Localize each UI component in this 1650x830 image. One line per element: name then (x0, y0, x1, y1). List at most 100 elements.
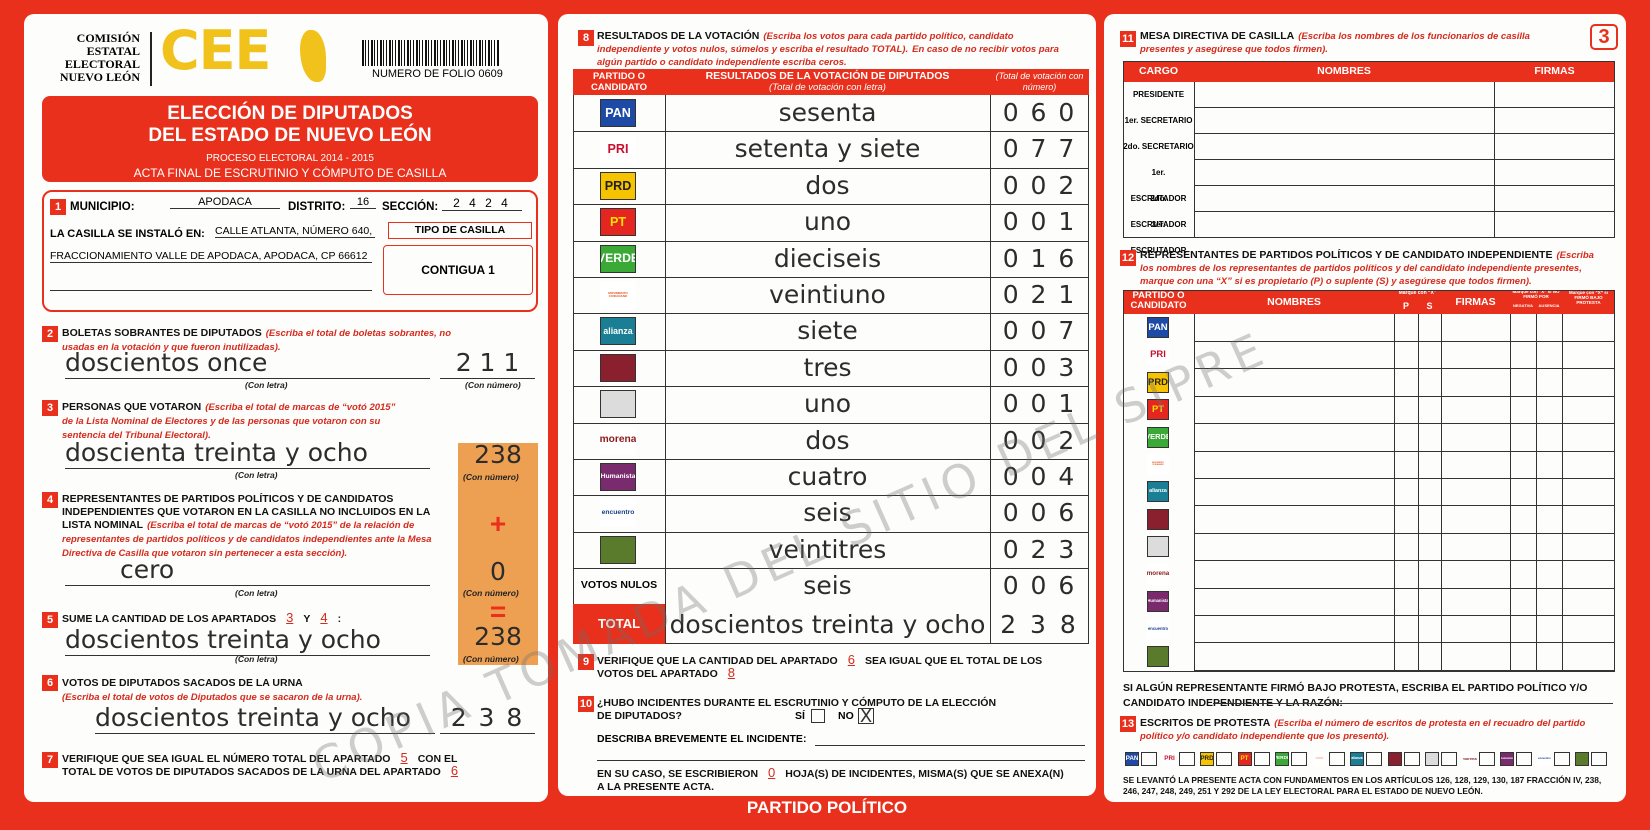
text-run: 4 (320, 610, 328, 625)
label: SECCIÓN: (382, 201, 439, 213)
col-line (1494, 82, 1495, 238)
handwritten-letters: cuatro (787, 462, 868, 491)
handwritten-digits: 2 3 8 (1000, 610, 1079, 639)
section-text: SE LEVANTÓ LA PRESENTE ACTA CON FUNDAMEN… (1123, 775, 1618, 797)
section-number: 2 (42, 326, 58, 342)
text-run: CON EL TOTAL DE VOTOS DE DIPUTADOS SACAD… (62, 753, 458, 778)
casilla-box (42, 190, 538, 312)
text-run: (Escriba los nombres de los representant… (1140, 250, 1594, 287)
text-run: Y (303, 613, 311, 625)
title-box (42, 96, 538, 182)
title-line: DEL ESTADO DE NUEVO LEÓN (148, 125, 432, 146)
rule (573, 531, 1089, 533)
party-logo: morena (1462, 752, 1477, 766)
text-run: SE LEVANTÓ LA PRESENTE ACTA CON FUNDAMEN… (1123, 775, 1602, 796)
barcode-bar (371, 40, 373, 66)
party-logo (600, 390, 636, 419)
value: FRACCIONAMIENTO VALLE DE APODACA, APODAC… (50, 250, 372, 263)
section-text: REPRESENTANTES DE PARTIDOS POLÍTICOS Y D… (1140, 248, 1610, 288)
handwritten-digits: 0 0 4 (1002, 462, 1077, 491)
handwritten-letters: doscientos treinta y ocho (65, 625, 430, 656)
text-run: (Escriba el total de votos de Diputados … (62, 692, 363, 703)
folio: NUMERO DE FOLIO 0609 (372, 68, 503, 80)
title-line: ELECCIÓN DE DIPUTADOS (167, 103, 413, 124)
party-logo (1425, 752, 1439, 766)
header-cell: (Total de votación con número) (995, 71, 1084, 92)
party-logo: PAN (1147, 317, 1169, 338)
count-box (1553, 752, 1570, 766)
text-run: SEA IGUAL QUE EL TOTAL DE LOS VOTOS DEL … (597, 655, 1043, 680)
party-logo: PRI (600, 135, 636, 164)
section-number: 6 (42, 675, 58, 691)
section-text: RESULTADOS DE LA VOTACIÓN (Escriba los vo… (597, 29, 1077, 69)
text-run: (Escriba el total de marcas de “votó 201… (62, 402, 396, 441)
cargo: PRESIDENTE (1132, 90, 1185, 99)
rule (1194, 341, 1615, 342)
handwritten-letters: tres (803, 352, 852, 382)
text-run: RESULTADOS DE LA VOTACIÓN (597, 30, 760, 42)
cargo: 1er. SECRETARIO (1124, 116, 1193, 125)
text-run: EN SU CASO, SE ESCRIBIERON (597, 768, 759, 780)
handwritten-letters: sesenta (778, 98, 877, 127)
handwritten-letters: dos (805, 170, 850, 200)
handwritten-digits: 0 2 1 (1002, 280, 1077, 309)
barcode-bar (428, 40, 429, 66)
barcode-bar (368, 40, 369, 66)
header-cell: (Total de votación con letra) (769, 82, 886, 93)
header-cell: Marque con “X” si FIRMÓ BAJO PROTESTA (1568, 290, 1608, 305)
count-box (1141, 752, 1157, 766)
barcode-bar (380, 40, 382, 66)
section-number: 1 (50, 199, 66, 215)
col-line (1194, 82, 1195, 238)
rule (1194, 211, 1615, 212)
handwritten-digits: 238 (474, 622, 522, 651)
section-text: ESCRITOS DE PROTESTA (Escriba el número d… (1140, 716, 1610, 743)
text-run: VOTOS DE DIPUTADOS SACADOS DE LA URNA (62, 677, 303, 689)
rule (573, 277, 1089, 278)
party-logo: Humanista (600, 463, 636, 491)
header-cell: S (1426, 301, 1433, 311)
label: NO (838, 710, 854, 722)
count-box (1403, 752, 1420, 766)
value: CALLE ATLANTA, NÚMERO 640, (215, 225, 375, 238)
handwritten-digits: 0 2 3 (1002, 534, 1077, 564)
text-run: (Escriba el número de escritos de protes… (1140, 718, 1586, 742)
party-logo (600, 353, 636, 382)
text-run: MESA DIRECTIVA DE CASILLA (1140, 30, 1295, 42)
section-text: SI ALGÚN REPRESENTANTE FIRMÓ BAJO PROTES… (1123, 680, 1613, 710)
label: TIPO DE CASILLA (388, 222, 532, 239)
barcode-bar (410, 40, 411, 66)
caption: (Con número) (465, 380, 521, 390)
party-logo (1575, 752, 1589, 766)
barcode-bar (407, 40, 409, 66)
org-line: NUEVO LEÓN (59, 70, 140, 84)
handwritten-digits: 0 0 2 (1002, 170, 1077, 200)
section-text: ¿HUBO INCIDENTES DURANTE EL ESCRUTINIO Y… (597, 696, 997, 722)
rule (573, 349, 1089, 351)
barcode-bar (422, 40, 423, 66)
rule (1194, 615, 1615, 616)
table-header (1123, 290, 1615, 314)
barcode-bar (482, 40, 483, 66)
col-line (1536, 314, 1537, 672)
rule (1194, 587, 1615, 589)
col-line (1418, 314, 1419, 672)
text-run: BOLETAS SOBRANTES DE DIPUTADOS (62, 327, 262, 339)
rule (1194, 450, 1615, 452)
party-logo: alianza (1350, 752, 1364, 766)
header-cell: RESULTADOS DE LA VOTACIÓN DE DIPUTADOS (705, 70, 950, 82)
rule (1194, 532, 1615, 534)
party-logo: MOVIMIENTO CIUDADANO (1147, 454, 1169, 475)
barcode-bar (365, 40, 366, 66)
header-cell: PARTIDO O CANDIDATO (590, 71, 648, 93)
barcode-bar (470, 40, 472, 66)
handwritten-digits: 0 0 6 (1002, 571, 1077, 600)
text-run: (Escriba los votos para cada partido pol… (597, 31, 1014, 55)
barcode-bar (446, 40, 447, 66)
text-run: (Escriba el total de boletas sobrantes, … (62, 328, 452, 353)
text-run: (Escriba el total de marcas de “votó 201… (62, 520, 432, 559)
rule (573, 204, 1089, 206)
party-logo: PRD (600, 171, 636, 200)
text-run: SI ALGÚN REPRESENTANTE FIRMÓ BAJO PROTES… (1123, 682, 1588, 709)
text-run: 8 (727, 665, 735, 680)
